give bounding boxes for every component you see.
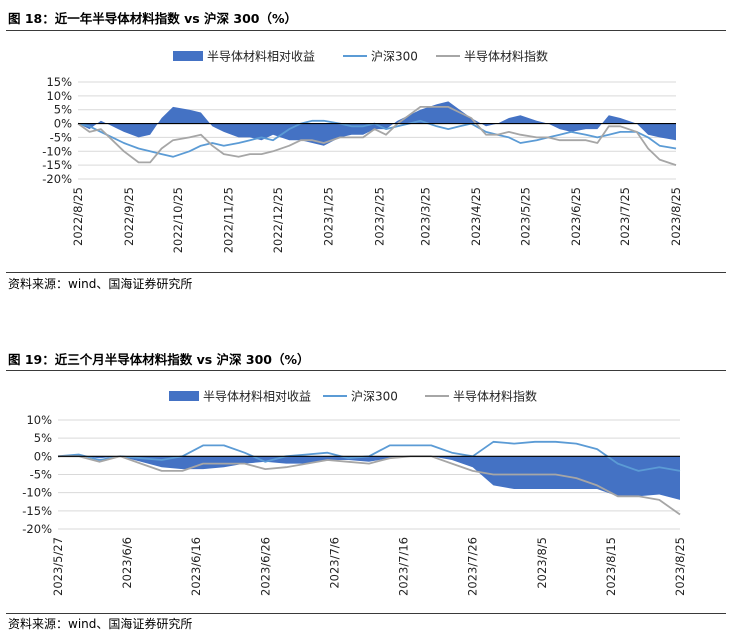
figure-18-source: 资料来源：wind、国海证券研究所 xyxy=(8,277,193,291)
figure-18-top-rule xyxy=(6,30,726,31)
x-tick-label: 2023/4/25 xyxy=(469,187,483,246)
legend-label: 半导体材料相对收益 xyxy=(203,390,311,404)
y-tick-label: -5% xyxy=(50,130,72,144)
x-tick-label: 2023/1/25 xyxy=(322,187,336,246)
x-tick-label: 2023/5/25 xyxy=(518,187,532,246)
figure-19-source: 资料来源：wind、国海证券研究所 xyxy=(8,617,193,631)
x-tick-label: 2023/6/26 xyxy=(258,537,272,596)
figure-18-bottom-rule xyxy=(6,272,726,273)
x-tick-label: 2022/12/25 xyxy=(271,187,285,253)
y-tick-label: -20% xyxy=(42,172,72,186)
x-tick-label: 2023/8/25 xyxy=(669,187,683,246)
y-tick-label: -10% xyxy=(22,486,52,500)
figure-19-chart: 10% 5% 0% -5% -10% -15% -20%2023/5/27 2023/6/6 2… xyxy=(22,389,687,596)
y-tick-label: 5% xyxy=(54,103,72,117)
series-index-line xyxy=(77,106,677,166)
y-tick-label: -15% xyxy=(42,158,72,172)
x-tick-label: 2023/6/16 xyxy=(189,537,203,596)
legend-label: 半导体材料指数 xyxy=(453,389,537,404)
series-index-line xyxy=(58,455,681,516)
legend-swatch-area xyxy=(173,51,203,61)
x-tick-label: 2022/8/25 xyxy=(71,187,85,246)
x-tick-label: 2023/7/26 xyxy=(466,537,480,596)
y-tick-label: 0% xyxy=(54,117,72,131)
legend-label: 半导体材料相对收益 xyxy=(207,50,315,64)
legend-label: 半导体材料指数 xyxy=(464,49,548,64)
figure-19-bottom-rule xyxy=(6,613,726,614)
x-tick-label: 2023/8/25 xyxy=(673,537,687,596)
x-tick-label: 2022/9/25 xyxy=(122,187,136,246)
y-tick-label: 15% xyxy=(46,75,72,89)
x-tick-label: 2023/7/6 xyxy=(327,537,341,589)
y-tick-label: 5% xyxy=(34,431,52,445)
x-tick-label: 2023/7/16 xyxy=(397,537,411,596)
legend-swatch-area xyxy=(169,391,199,401)
legend-label: 沪深300 xyxy=(351,390,398,404)
x-tick-label: 2023/7/25 xyxy=(618,187,632,246)
x-tick-label: 2023/5/27 xyxy=(51,537,65,596)
y-tick-label: 10% xyxy=(46,89,72,103)
x-tick-label: 2023/6/6 xyxy=(120,537,134,589)
y-tick-label: 0% xyxy=(34,449,52,463)
x-tick-label: 2023/2/25 xyxy=(372,187,386,246)
figure-18-chart: 15%10%5%0%-5%-10%-15%-20%2022/8/25 2022/9… xyxy=(42,49,683,254)
y-tick-label: -5% xyxy=(30,468,52,482)
x-tick-label: 2023/8/15 xyxy=(604,537,618,596)
figure-18-title: 图 18：近一年半导体材料指数 vs 沪深 300（%） xyxy=(8,11,298,26)
legend-label: 沪深300 xyxy=(371,50,418,64)
figure-19-top-rule xyxy=(6,370,726,371)
series-relative-return-area xyxy=(58,456,680,500)
figure-19-title: 图 19：近三个月半导体材料指数 vs 沪深 300（%） xyxy=(8,352,310,367)
x-tick-label: 2023/6/25 xyxy=(569,187,583,246)
x-tick-label: 2022/11/25 xyxy=(222,187,236,253)
y-tick-label: -20% xyxy=(22,522,52,536)
y-tick-label: -10% xyxy=(42,144,72,158)
x-tick-label: 2022/10/25 xyxy=(171,187,185,253)
x-tick-label: 2023/8/5 xyxy=(535,537,549,589)
y-tick-label: -15% xyxy=(22,504,52,518)
x-tick-label: 2023/3/25 xyxy=(418,187,432,246)
y-tick-label: 10% xyxy=(26,413,52,427)
